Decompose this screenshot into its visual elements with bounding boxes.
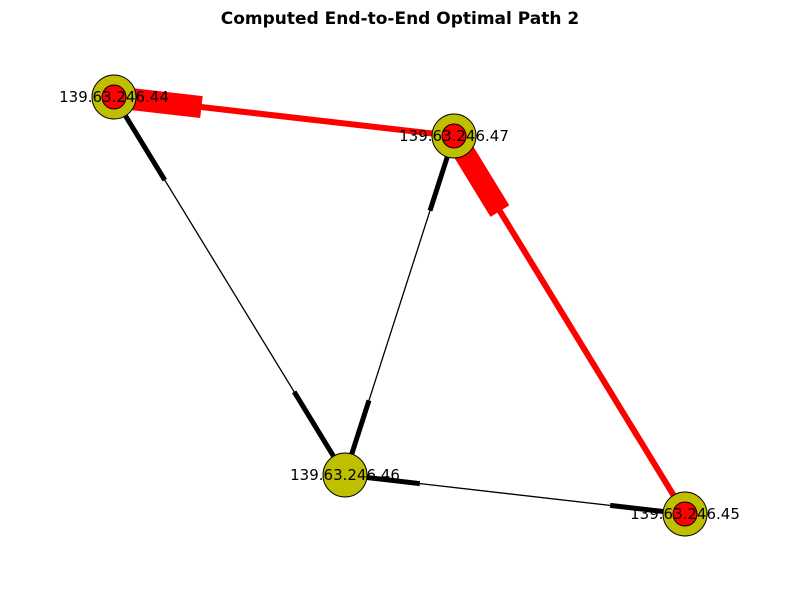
edge-n47-n45 — [454, 136, 685, 514]
edge-n44-n46 — [114, 97, 345, 475]
node-label: 139.63.246.47 — [399, 127, 509, 145]
edge-n47-n46 — [345, 136, 454, 475]
edge-head — [460, 146, 500, 211]
edge-head — [294, 392, 339, 465]
node-label: 139.63.246.46 — [290, 466, 400, 484]
edge-head — [120, 107, 165, 180]
node-label: 139.63.246.44 — [59, 88, 169, 106]
node-label: 139.63.246.45 — [630, 505, 740, 523]
edges-layer — [114, 97, 685, 514]
